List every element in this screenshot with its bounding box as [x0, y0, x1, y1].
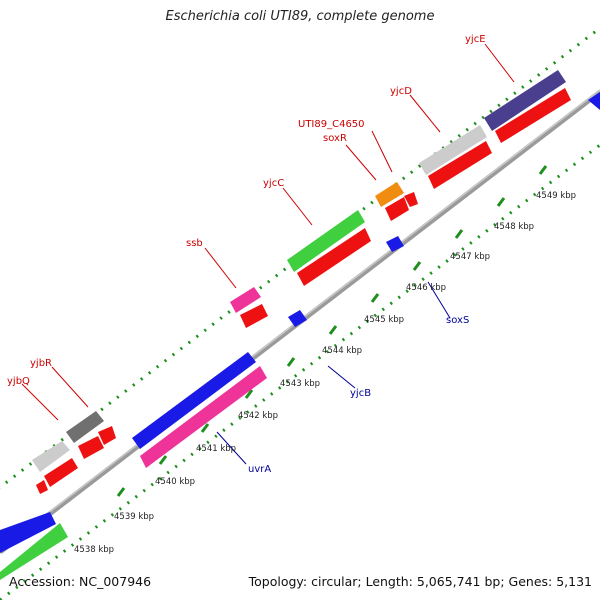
- forward-strand-features: [0, 70, 566, 553]
- gene-yjcC-block: [287, 210, 365, 272]
- gene-label-soxR: soxR: [323, 133, 347, 144]
- gene-yjcD-block: [419, 125, 487, 175]
- cds-ssb: [240, 304, 268, 328]
- gene-label-yjcB: yjcB: [350, 388, 371, 399]
- scale-label-4540: 4540 kbp: [155, 477, 195, 487]
- cds-soxR: [385, 197, 409, 221]
- scale-label-4538: 4538 kbp: [74, 545, 114, 555]
- scale-label-4543: 4543 kbp: [280, 379, 320, 389]
- reverse-strand-features: [0, 88, 600, 580]
- gene-label-uvrA: uvrA: [248, 464, 271, 475]
- feat-yjcB: [288, 310, 307, 327]
- gene-yjcE-block: [484, 70, 566, 131]
- cds-yjcD: [428, 141, 492, 189]
- accession-text: Accession: NC_007946: [9, 574, 152, 589]
- scale-label-4545: 4545 kbp: [364, 315, 404, 325]
- cds-uvrA: [140, 366, 267, 468]
- gene-label-yjcE: yjcE: [465, 34, 486, 45]
- cds-yjbQ: [44, 458, 78, 487]
- genome-summary-text: Topology: circular; Length: 5,065,741 bp…: [248, 574, 592, 589]
- scale-label-4548: 4548 kbp: [494, 222, 534, 232]
- major-ticks: [57, 165, 548, 542]
- scale-label-4549: 4549 kbp: [536, 191, 576, 201]
- outer-tick-track: [0, 26, 600, 490]
- gene-label-UTI89_C4650: UTI89_C4650: [298, 119, 365, 130]
- gene-uvrA-block: [132, 352, 256, 449]
- scale-label-4544: 4544 kbp: [322, 346, 362, 356]
- scale-label-4546: 4546 kbp: [406, 283, 446, 293]
- scale-label-4541: 4541 kbp: [196, 444, 236, 454]
- cds-yjcE: [495, 88, 571, 143]
- cds-yjcC: [297, 228, 371, 286]
- inner-tick-track: [0, 143, 600, 600]
- gene-soxR-block: [375, 182, 404, 207]
- gene-label-yjcD: yjcD: [390, 86, 412, 97]
- scale-label-4547: 4547 kbp: [450, 252, 490, 262]
- upper-leader-lines: [21, 43, 515, 421]
- gene-label-ssb: ssb: [186, 238, 203, 249]
- lower-leader-lines: [216, 281, 451, 465]
- gene-label-soxS: soxS: [446, 315, 469, 326]
- scale-label-4539: 4539 kbp: [114, 512, 154, 522]
- gene-label-yjbR: yjbR: [30, 358, 52, 369]
- feat-soxS: [386, 236, 404, 252]
- gene-yjbQ-block: [32, 441, 70, 472]
- gene-label-yjcC: yjcC: [263, 178, 284, 189]
- gene-label-yjbQ: yjbQ: [7, 376, 30, 387]
- map-title: Escherichia coli UTI89, complete genome: [165, 9, 435, 24]
- gene-ssb-block: [230, 287, 261, 313]
- scale-label-4542: 4542 kbp: [238, 411, 278, 421]
- cds-yjbR: [78, 436, 104, 459]
- gene-yjbR-block: [66, 411, 104, 443]
